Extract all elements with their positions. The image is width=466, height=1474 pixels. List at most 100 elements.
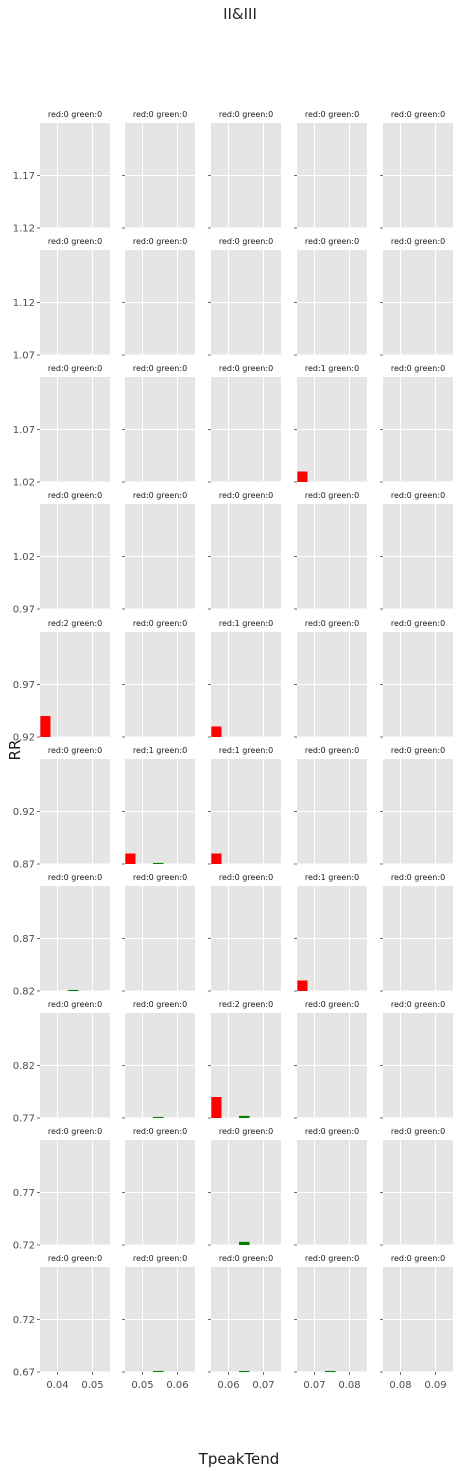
y-tick-label: 0.72	[13, 1241, 35, 1252]
x-tick-label: 0.08	[389, 1380, 411, 1391]
panel-title: red:0 green:0	[48, 364, 102, 373]
panel-r4-c3: red:0 green:0	[294, 619, 367, 738]
y-tick-label: 1.12	[13, 224, 35, 235]
panel-title: red:0 green:0	[48, 873, 102, 882]
y-tick-label: 0.87	[13, 860, 35, 871]
y-tick-label: 0.82	[13, 1061, 35, 1072]
chart-title: II&III	[223, 5, 257, 23]
panel-title: red:0 green:0	[219, 110, 273, 119]
panel-r7-c3: red:0 green:0	[294, 1000, 367, 1119]
panel-title: red:0 green:0	[133, 1127, 187, 1136]
panel-r5-c1: red:1 green:0	[122, 746, 195, 865]
panel-title: red:0 green:0	[391, 1254, 445, 1263]
panel-title: red:0 green:0	[48, 110, 102, 119]
panel-title: red:0 green:0	[391, 364, 445, 373]
panel-r0-c2: red:0 green:0	[208, 110, 281, 229]
panel-title: red:0 green:0	[391, 1000, 445, 1009]
bar-red	[211, 726, 222, 737]
panel-r8-c4: red:0 green:0	[380, 1127, 453, 1246]
panel-r3-c4: red:0 green:0	[380, 491, 453, 610]
panel-r6-c2: red:0 green:0	[208, 873, 281, 992]
panel-title: red:0 green:0	[48, 1127, 102, 1136]
y-tick-label: 0.92	[13, 733, 35, 744]
y-tick-label: 0.77	[13, 1188, 35, 1199]
panel-r9-c4: red:0 green:0 0.08 0.09	[380, 1254, 453, 1391]
panel-title: red:0 green:0	[133, 1254, 187, 1263]
panel-r7-c1: red:0 green:0	[122, 1000, 195, 1119]
y-tick-label: 0.72	[13, 1315, 35, 1326]
panel-r1-c0: 1.07 1.12 red:0 green:0	[13, 237, 110, 362]
y-tick-label: 0.67	[13, 1368, 35, 1379]
panel-r9-c0: 0.67 0.72 red:0 green:0 0.04 0.05	[13, 1254, 110, 1391]
y-tick-label: 1.07	[13, 351, 35, 362]
panel-r6-c1: red:0 green:0	[122, 873, 195, 992]
panel-title: red:0 green:0	[391, 237, 445, 246]
panel-r8-c0: 0.72 0.77 red:0 green:0	[13, 1127, 110, 1252]
panel-r9-c2: red:0 green:0 0.06 0.07	[208, 1254, 281, 1391]
panel-r3-c3: red:0 green:0	[294, 491, 367, 610]
panel-r4-c4: red:0 green:0	[380, 619, 453, 738]
bar-red	[40, 716, 51, 737]
panel-r8-c3: red:0 green:0	[294, 1127, 367, 1246]
x-tick-label: 0.08	[338, 1380, 360, 1391]
x-tick-label: 0.04	[46, 1380, 68, 1391]
panel-title: red:0 green:0	[391, 619, 445, 628]
panel-r6-c3: red:1 green:0	[294, 873, 367, 992]
panel-title: red:0 green:0	[219, 1254, 273, 1263]
panel-r4-c2: red:1 green:0	[208, 619, 281, 738]
x-tick-label: 0.09	[424, 1380, 446, 1391]
panel-r5-c3: red:0 green:0	[294, 746, 367, 865]
panel-title: red:0 green:0	[305, 1127, 359, 1136]
panel-title: red:0 green:0	[219, 491, 273, 500]
panel-title: red:0 green:0	[48, 746, 102, 755]
panel-title: red:0 green:0	[391, 1127, 445, 1136]
panel-r8-c1: red:0 green:0	[122, 1127, 195, 1246]
panel-title: red:0 green:0	[48, 237, 102, 246]
panel-r5-c4: red:0 green:0	[380, 746, 453, 865]
panel-title: red:0 green:0	[305, 619, 359, 628]
bar-red	[211, 853, 222, 864]
bar-green	[239, 1370, 250, 1372]
panel-r0-c3: red:0 green:0	[294, 110, 367, 229]
bar-green	[239, 1241, 250, 1245]
panel-r7-c2: red:2 green:0	[208, 1000, 281, 1119]
panel-r9-c3: red:0 green:0 0.07 0.08	[294, 1254, 367, 1391]
x-tick-label: 0.05	[81, 1380, 103, 1391]
y-tick-label: 1.02	[13, 478, 35, 489]
bar-green	[153, 862, 164, 864]
x-tick-label: 0.05	[131, 1380, 153, 1391]
panel-title: red:0 green:0	[305, 1254, 359, 1263]
y-tick-label: 0.92	[13, 807, 35, 818]
panel-title: red:2 green:0	[48, 619, 102, 628]
panel-title: red:0 green:0	[305, 1000, 359, 1009]
y-tick-label: 1.07	[13, 425, 35, 436]
panel-r9-c1: red:0 green:0 0.05 0.06	[122, 1254, 195, 1391]
panel-title: red:0 green:0	[48, 491, 102, 500]
panel-r1-c4: red:0 green:0	[380, 237, 453, 356]
panel-title: red:0 green:0	[48, 1000, 102, 1009]
y-tick-label: 0.87	[13, 934, 35, 945]
panel-title: red:0 green:0	[133, 237, 187, 246]
x-tick-label: 0.06	[217, 1380, 239, 1391]
x-tick-label: 0.07	[303, 1380, 325, 1391]
panel-title: red:0 green:0	[305, 110, 359, 119]
bar-red	[211, 1097, 222, 1118]
panel-r1-c2: red:0 green:0	[208, 237, 281, 356]
bar-green	[325, 1370, 336, 1372]
panel-r4-c1: red:0 green:0	[122, 619, 195, 738]
panel-title: red:1 green:0	[305, 364, 359, 373]
bar-green	[153, 1116, 164, 1118]
bar-red	[125, 853, 136, 864]
panel-title: red:0 green:0	[305, 491, 359, 500]
panel-title: red:0 green:0	[391, 491, 445, 500]
panel-r2-c1: red:0 green:0	[122, 364, 195, 483]
panel-title: red:0 green:0	[305, 746, 359, 755]
panel-title: red:0 green:0	[133, 110, 187, 119]
panel-r2-c0: 1.02 1.07 red:0 green:0	[13, 364, 110, 489]
panel-title: red:0 green:0	[391, 873, 445, 882]
panel-title: red:1 green:0	[219, 619, 273, 628]
panel-title: red:1 green:0	[219, 746, 273, 755]
panel-r7-c0: 0.77 0.82 red:0 green:0	[13, 1000, 110, 1125]
bar-green	[68, 989, 79, 991]
